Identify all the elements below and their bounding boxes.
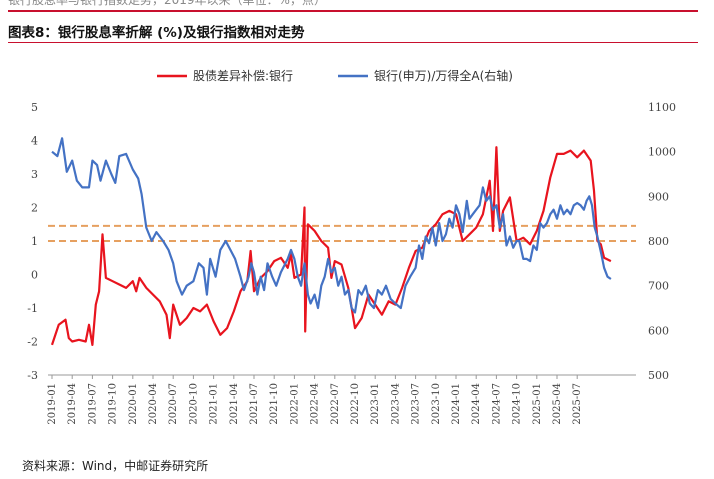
title-underline — [8, 42, 698, 43]
series-line-blue — [51, 137, 612, 314]
x-tick-label: 2025-01 — [532, 383, 543, 425]
source-note: 资料来源：Wind，中邮证券研究所 — [22, 459, 209, 473]
x-tick-label: 2020-04 — [148, 383, 159, 425]
previous-caption-fragment: 银行股息率与银行指数走势，2019年以来（单位：%，点） — [0, 0, 714, 10]
figure-title: 图表8：银行股息率折解 (%)及银行指数相对走势 — [8, 25, 305, 41]
y-right-tick-label: 900 — [648, 190, 669, 203]
x-tick-label: 2023-01 — [370, 383, 381, 425]
y-left-tick-label: -3 — [27, 369, 38, 382]
axes: -3 -2 -1 0 1 2 3 4 5 500 600 700 800 900 1000 1100 2019-… — [27, 101, 676, 425]
previous-caption-text: 银行股息率与银行指数走势，2019年以来（单位：%，点） — [8, 0, 326, 7]
y-left-tick-label: 4 — [31, 135, 38, 148]
x-tick-label: 2022-04 — [310, 383, 321, 425]
y-right-tick-label: 1100 — [648, 101, 676, 114]
y-left-tick-label: 0 — [31, 269, 38, 282]
x-tick-label: 2024-04 — [471, 383, 482, 425]
legend: 股债差异补偿:银行 银行(申万)/万得全A(右轴) — [157, 68, 513, 83]
y-right-tick-label: 1000 — [648, 146, 676, 159]
y-left-tick-label: -2 — [27, 336, 38, 349]
x-tick-label: 2021-07 — [249, 383, 260, 425]
x-tick-label: 2020-10 — [188, 383, 199, 425]
reference-lines — [48, 224, 636, 242]
y-right-tick-label: 500 — [648, 369, 669, 382]
x-tick-label: 2024-01 — [451, 383, 462, 425]
x-tick-label: 2023-04 — [390, 383, 401, 425]
y-right-tick-label: 800 — [648, 235, 669, 248]
x-tick-label: 2021-01 — [209, 383, 220, 425]
y-left-tick-label: -1 — [27, 302, 38, 315]
x-tick-label: 2019-10 — [108, 383, 119, 425]
y-left-tick-label: 3 — [31, 168, 38, 181]
x-tick-label: 2022-07 — [330, 383, 341, 425]
x-tick-label: 2022-01 — [289, 383, 300, 425]
x-tick-label: 2022-10 — [350, 383, 361, 425]
x-tick-label: 2025-07 — [572, 383, 583, 425]
x-tick-label: 2019-04 — [67, 383, 78, 425]
y-right-tick-label: 700 — [648, 280, 669, 293]
y-right-tick-label: 600 — [648, 324, 669, 337]
x-tick-label: 2023-10 — [431, 383, 442, 425]
x-tick-label: 2024-10 — [512, 383, 523, 425]
y-left-tick-label: 2 — [31, 202, 38, 215]
x-tick-label: 2020-07 — [168, 383, 179, 425]
x-tick-label: 2024-07 — [491, 383, 502, 425]
series-group — [50, 137, 612, 346]
x-tick-label: 2023-07 — [411, 383, 422, 425]
y-left-tick-label: 5 — [31, 101, 38, 114]
x-tick-label: 2019-07 — [87, 383, 98, 425]
legend-label: 股债差异补偿:银行 — [193, 68, 293, 83]
header-top-rule — [8, 10, 698, 12]
x-tick-label: 2019-01 — [47, 383, 58, 425]
legend-label: 银行(申万)/万得全A(右轴) — [374, 68, 513, 83]
x-tick-label: 2025-04 — [552, 383, 563, 425]
x-tick-label: 2020-01 — [128, 383, 139, 425]
x-tick-label: 2021-04 — [229, 383, 240, 425]
series-line-red — [50, 146, 612, 346]
y-left-tick-label: 1 — [31, 235, 38, 248]
x-tick-label: 2021-10 — [269, 383, 280, 425]
